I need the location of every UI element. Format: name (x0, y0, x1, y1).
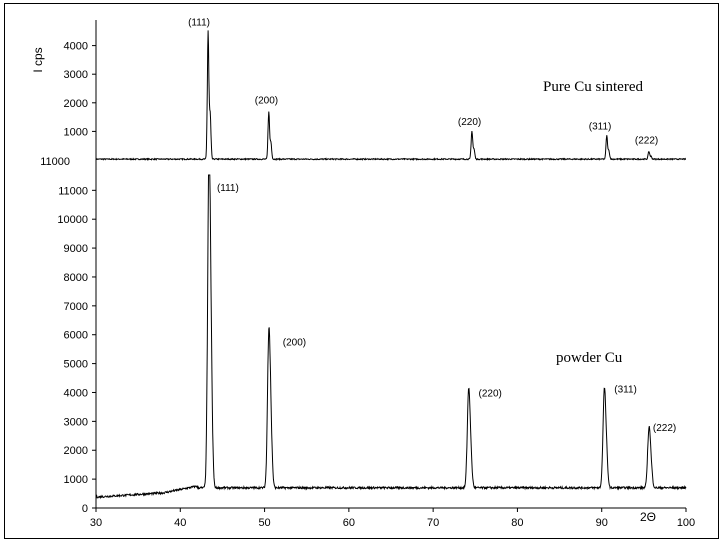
x-tick-label: 40 (174, 517, 186, 529)
bottom-series-label: powder Cu (556, 350, 623, 366)
bottom-y-tick-label: 0 (82, 503, 88, 515)
bottom-x-ticks: 30 40 50 60 70 80 90 100 (90, 508, 695, 529)
top-peak-label: (111) (188, 17, 210, 28)
bottom-peak-labels: (111) (200) (220) (311) (222) (217, 183, 676, 434)
bottom-pattern-line (95, 174, 687, 500)
top-y-tick-label: 2000 (64, 98, 88, 110)
bottom-y-tick-label: 10000 (57, 214, 88, 226)
x-tick-label: 80 (511, 517, 523, 529)
bottom-peak-label: (222) (653, 423, 676, 434)
bottom-peak-label: (311) (614, 384, 637, 395)
x-tick-label: 100 (677, 517, 695, 529)
top-y-axis-title: I cps (31, 47, 45, 72)
top-peak-label: (222) (635, 135, 658, 146)
bottom-y-tick-label: 11000 (58, 185, 88, 197)
bottom-y-tick-label: 2000 (64, 445, 88, 457)
bottom-peak-label: (111) (217, 183, 239, 194)
bottom-y-tick-label: 6000 (64, 330, 88, 342)
top-peak-labels: (111) (200) (220) (311) (222) (188, 17, 658, 146)
bottom-y-tick-label: 5000 (64, 359, 88, 371)
x-tick-label: 30 (90, 517, 102, 529)
bottom-y-tick-label: 1000 (64, 474, 88, 486)
top-series-label: Pure Cu sintered (543, 79, 643, 95)
bottom-y-tick-label: 8000 (64, 272, 88, 284)
top-panel: 1000 2000 3000 4000 I cps (111) (200) (220) (3… (31, 17, 687, 162)
bottom-y-tick-label: 7000 (64, 301, 88, 313)
top-y-tick-label: 4000 (64, 41, 88, 53)
bottom-y-tick-label: 4000 (64, 387, 88, 399)
top-y-tick-label: 1000 (64, 126, 88, 138)
figure-frame (4, 3, 719, 539)
bottom-y-tick-label: 3000 (64, 416, 88, 428)
x-tick-label: 60 (343, 517, 355, 529)
top-pattern-line (95, 30, 687, 162)
x-axis-title: 2Θ (640, 510, 656, 524)
bottom-y-ticks: 0 1000 2000 3000 4000 5000 6000 7000 8000 9000 100… (57, 185, 96, 515)
bottom-y-tick-label: 9000 (64, 243, 88, 255)
top-peak-label: (200) (255, 95, 278, 106)
bottom-panel: 0 1000 2000 3000 4000 5000 6000 7000 8000 9000 100… (40, 156, 695, 529)
x-tick-label: 90 (596, 517, 608, 529)
bottom-peak-label: (200) (283, 337, 306, 348)
bottom-peak-label: (220) (479, 388, 502, 399)
top-peak-label: (220) (458, 117, 481, 128)
x-tick-label: 50 (258, 517, 270, 529)
top-peak-label: (311) (589, 122, 612, 133)
top-y-tick-label: 3000 (64, 69, 88, 81)
top-y-ticks: 1000 2000 3000 4000 (64, 41, 96, 138)
x-tick-label: 70 (427, 517, 439, 529)
overlap-tick-label: 11000 (40, 156, 70, 168)
